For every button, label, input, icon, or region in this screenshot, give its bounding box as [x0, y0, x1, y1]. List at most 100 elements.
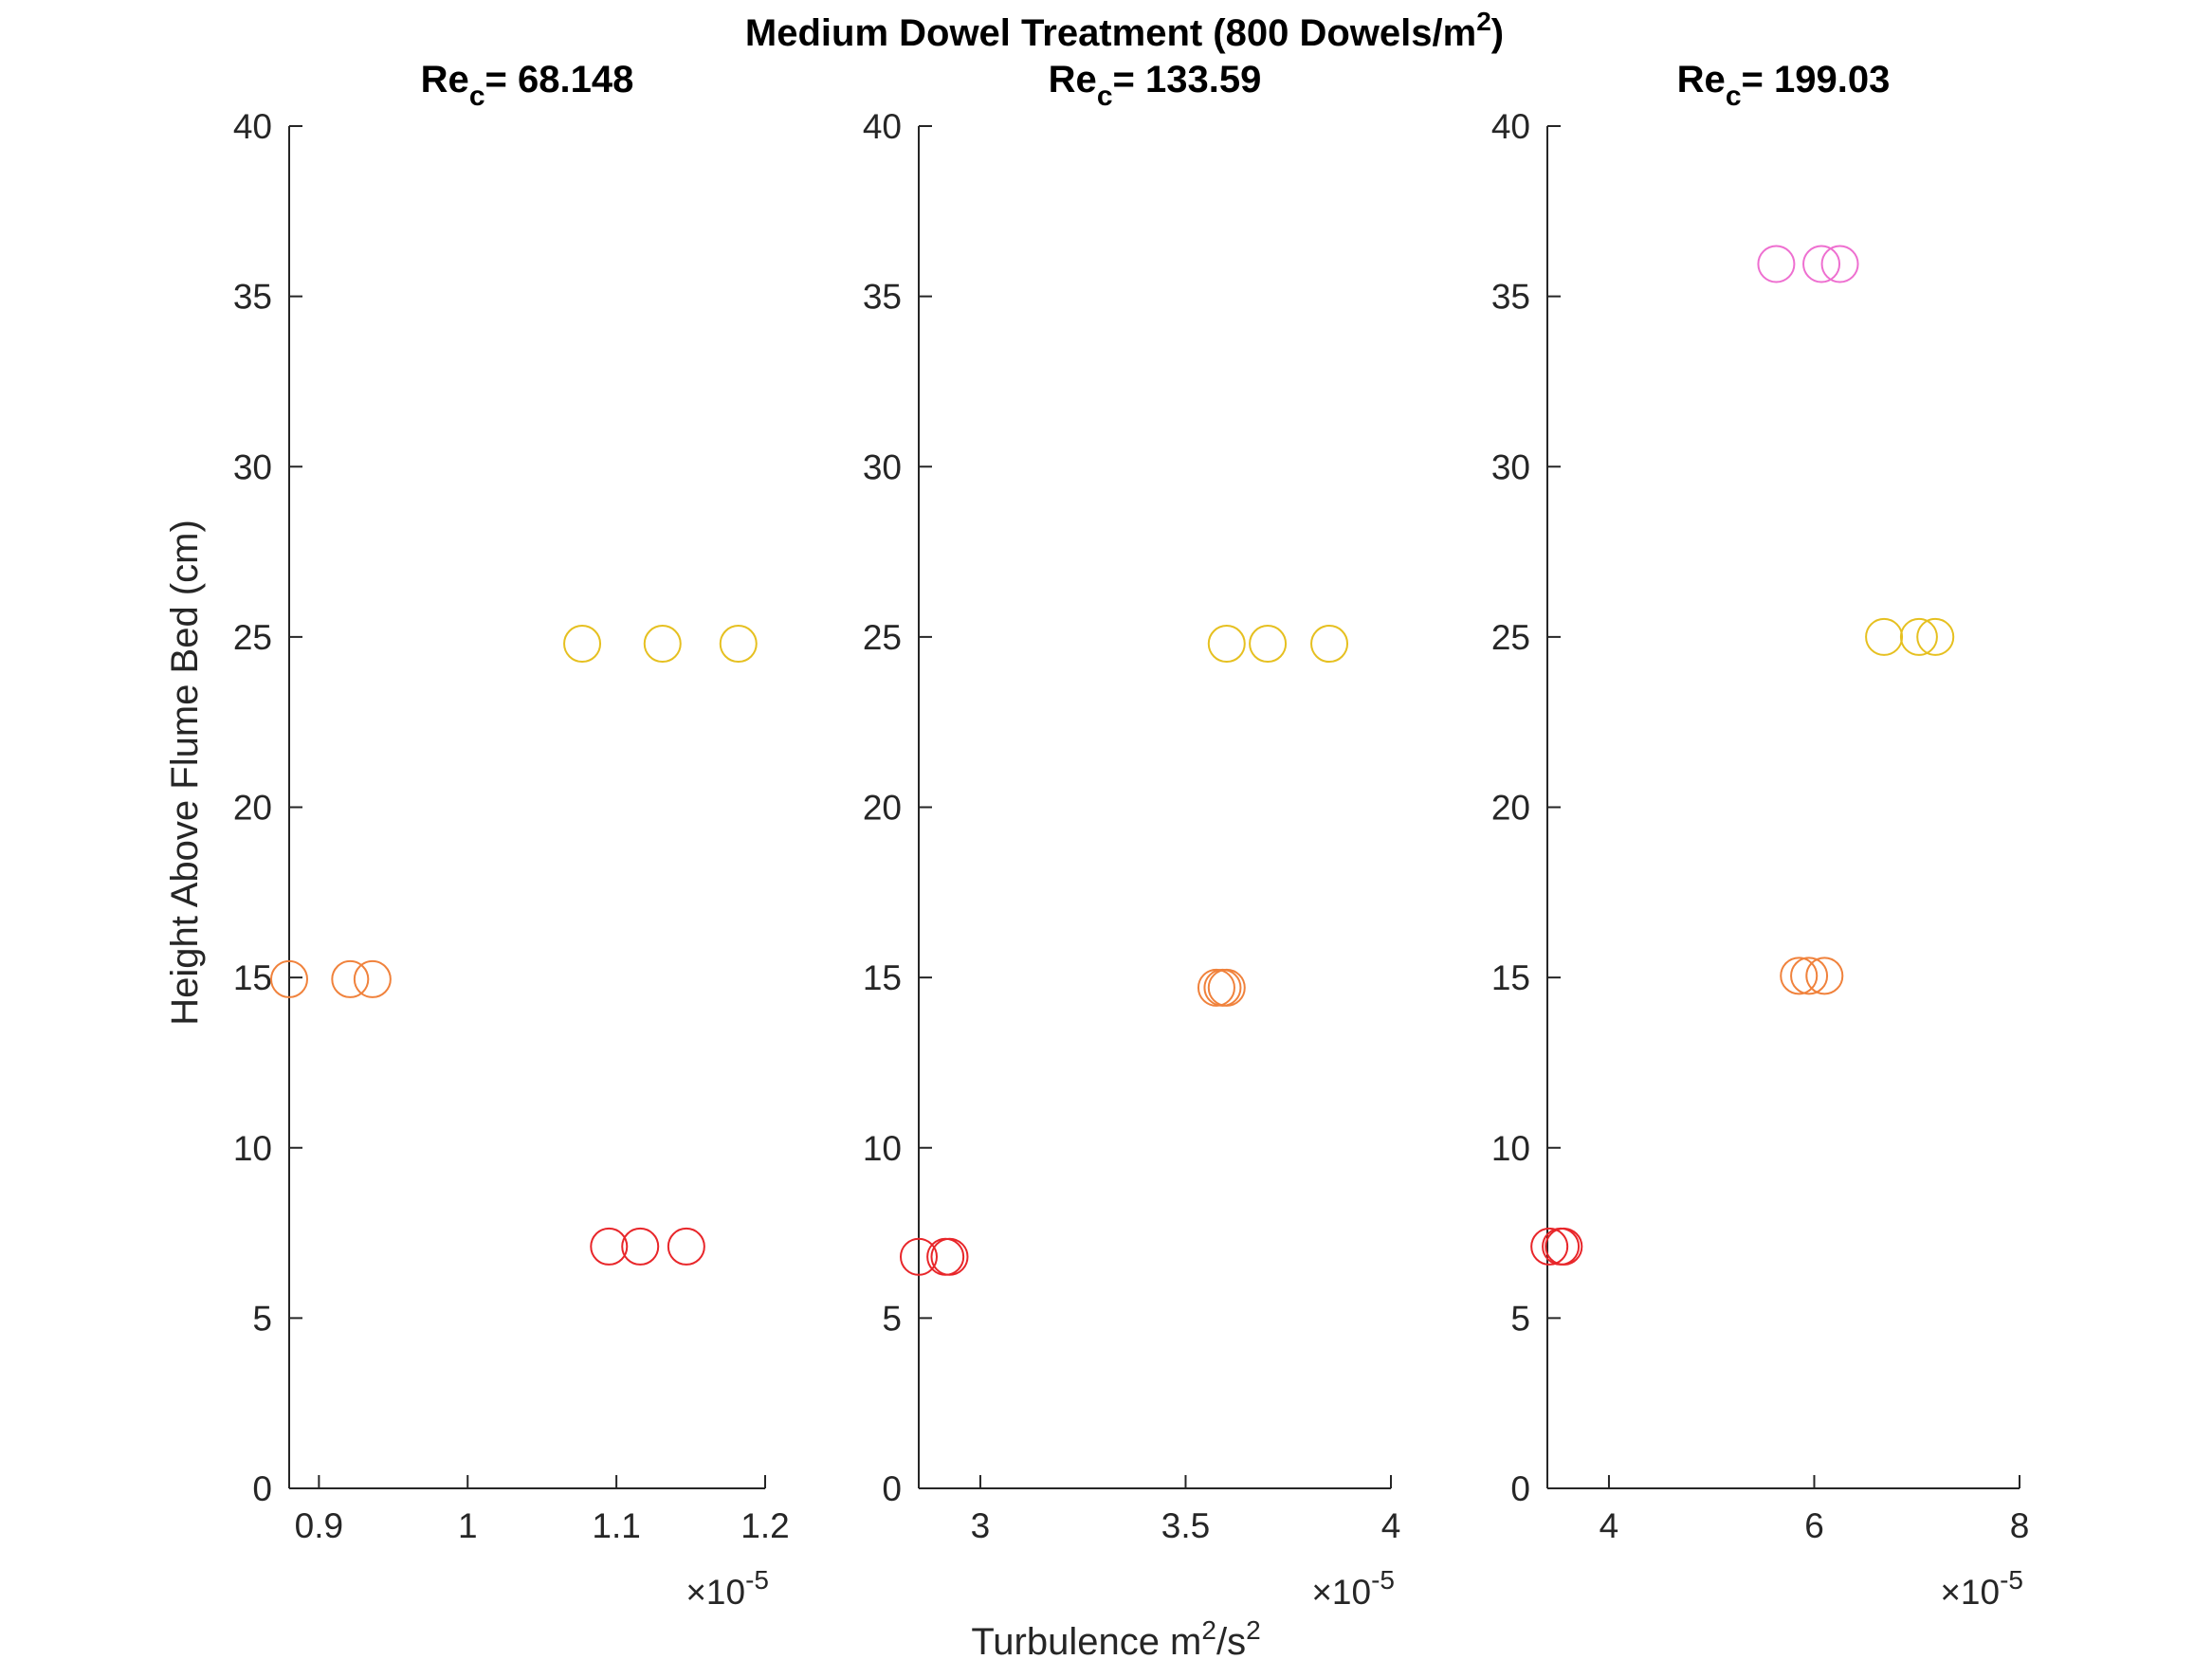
subplot-2: Rec= 133.59 0 5 10 15 20 25 30 35 40 3 3.5 4 ×10-5 [863, 59, 1400, 1612]
data-point-marker [590, 1227, 629, 1266]
x-axis-label-sup1: 2 [1201, 1615, 1216, 1645]
y-tick-label: 10 [863, 1129, 902, 1168]
data-point-marker [719, 625, 758, 664]
x-multiplier-label: ×10-5 [1311, 1565, 1395, 1612]
figure-suptitle: Medium Dowel Treatment (800 Dowels/m2) [745, 7, 1504, 54]
x-multiplier-label: ×10-5 [1940, 1565, 2023, 1612]
data-point-marker [1757, 245, 1796, 283]
data-point-marker [1780, 957, 1819, 995]
subplot-title-main: Re [421, 59, 469, 100]
x-multiplier-exponent: -5 [1371, 1565, 1395, 1595]
subplot-title: Rec= 68.148 [421, 59, 634, 112]
x-axis-label-main: Turbulence m [971, 1621, 1201, 1659]
data-point-marker [1530, 1227, 1569, 1266]
y-tick-label: 25 [233, 618, 272, 657]
data-point-marker [900, 1237, 938, 1276]
y-tick-label: 25 [1491, 618, 1530, 657]
data-point-marker [1899, 617, 1938, 656]
y-tick-label: 35 [863, 278, 902, 317]
x-multiplier-exponent: -5 [745, 1565, 769, 1595]
y-tick-label: 20 [233, 789, 272, 828]
y-tick-label: 25 [863, 618, 902, 657]
data-point-marker [1545, 1227, 1583, 1266]
y-tick-label: 0 [882, 1469, 902, 1508]
data-point-marker [1207, 625, 1246, 664]
data-point-marker [1820, 245, 1859, 283]
y-tick-label: 40 [1491, 107, 1530, 146]
y-tick-label: 20 [1491, 789, 1530, 828]
data-point-marker [1207, 968, 1246, 1007]
data-point-marker [563, 625, 602, 664]
y-tick-label: 40 [863, 107, 902, 146]
subplot-title-value: = 68.148 [485, 59, 634, 100]
subplot-title-subscript: c [1097, 81, 1113, 112]
y-tick-label: 20 [863, 789, 902, 828]
x-multiplier-base: ×10 [1311, 1573, 1371, 1612]
subplot-title: Rec= 133.59 [1049, 59, 1262, 112]
y-axis-label: Height Above Flume Bed (cm) [164, 520, 206, 1026]
data-point-marker [930, 1237, 969, 1276]
data-point-marker [621, 1227, 660, 1266]
data-point-marker [1197, 968, 1235, 1007]
data-point-marker [1249, 625, 1288, 664]
figure-suptitle-main: Medium Dowel Treatment (800 Dowels/m [745, 12, 1476, 54]
subplot-3: Rec= 199.03 0 5 10 15 20 25 30 35 40 4 6 8 ×10-5 [1491, 59, 2029, 1612]
subplot-title-subscript: c [1726, 81, 1742, 112]
x-multiplier-base: ×10 [686, 1573, 745, 1612]
data-point-marker [1310, 625, 1349, 664]
subplot-title-main: Re [1677, 59, 1726, 100]
x-tick-label: 0.9 [295, 1506, 343, 1545]
y-tick-label: 30 [1491, 447, 1530, 486]
y-tick-label: 15 [863, 958, 902, 997]
x-multiplier-label: ×10-5 [686, 1565, 769, 1612]
data-point-marker [1790, 957, 1829, 995]
x-tick-label: 1.2 [740, 1506, 789, 1545]
data-point-marker [270, 959, 308, 998]
subplot-title-main: Re [1049, 59, 1097, 100]
y-tick-label: 0 [1510, 1469, 1530, 1508]
y-tick-label: 15 [233, 958, 272, 997]
figure-suptitle-superscript: 2 [1476, 7, 1491, 36]
y-tick-label: 5 [1510, 1299, 1530, 1338]
x-multiplier-exponent: -5 [2000, 1565, 2023, 1595]
x-axis-label: Turbulence m2/s2 [971, 1615, 1260, 1659]
y-tick-label: 10 [233, 1129, 272, 1168]
y-tick-label: 40 [233, 107, 272, 146]
x-tick-label: 6 [1804, 1506, 1824, 1545]
data-point-marker [643, 625, 682, 664]
y-tick-label: 30 [863, 447, 902, 486]
y-tick-label: 5 [252, 1299, 272, 1338]
y-tick-label: 0 [252, 1469, 272, 1508]
x-tick-label: 3 [971, 1506, 991, 1545]
x-tick-label: 4 [1381, 1506, 1401, 1545]
data-point-marker [331, 959, 370, 998]
x-multiplier-base: ×10 [1940, 1573, 2000, 1612]
subplot-title-subscript: c [469, 81, 485, 112]
y-tick-label: 30 [233, 447, 272, 486]
x-tick-label: 3.5 [1161, 1506, 1210, 1545]
data-point-marker [353, 959, 392, 998]
subplot-title: Rec= 199.03 [1677, 59, 1891, 112]
subplot-title-value: = 133.59 [1113, 59, 1262, 100]
subplot-1: Rec= 68.148 0 5 10 15 20 25 30 35 40 0.9 1 1.1 1.2 ×10… [233, 59, 790, 1612]
figure-suptitle-end: ) [1491, 12, 1504, 54]
y-tick-label: 35 [1491, 278, 1530, 317]
y-tick-label: 35 [233, 278, 272, 317]
x-axis-label-mid: /s [1216, 1621, 1246, 1659]
x-tick-label: 4 [1600, 1506, 1619, 1545]
data-point-marker [1916, 617, 1955, 656]
y-tick-label: 15 [1491, 958, 1530, 997]
data-point-marker [1802, 245, 1841, 283]
x-tick-label: 1 [458, 1506, 478, 1545]
x-axis-label-sup2: 2 [1246, 1615, 1261, 1645]
x-tick-label: 8 [2010, 1506, 2030, 1545]
y-tick-label: 10 [1491, 1129, 1530, 1168]
data-point-marker [1805, 957, 1844, 995]
data-point-marker [667, 1227, 705, 1266]
subplot-title-value: = 199.03 [1742, 59, 1891, 100]
data-point-marker [1865, 617, 1904, 656]
y-tick-label: 5 [882, 1299, 902, 1338]
